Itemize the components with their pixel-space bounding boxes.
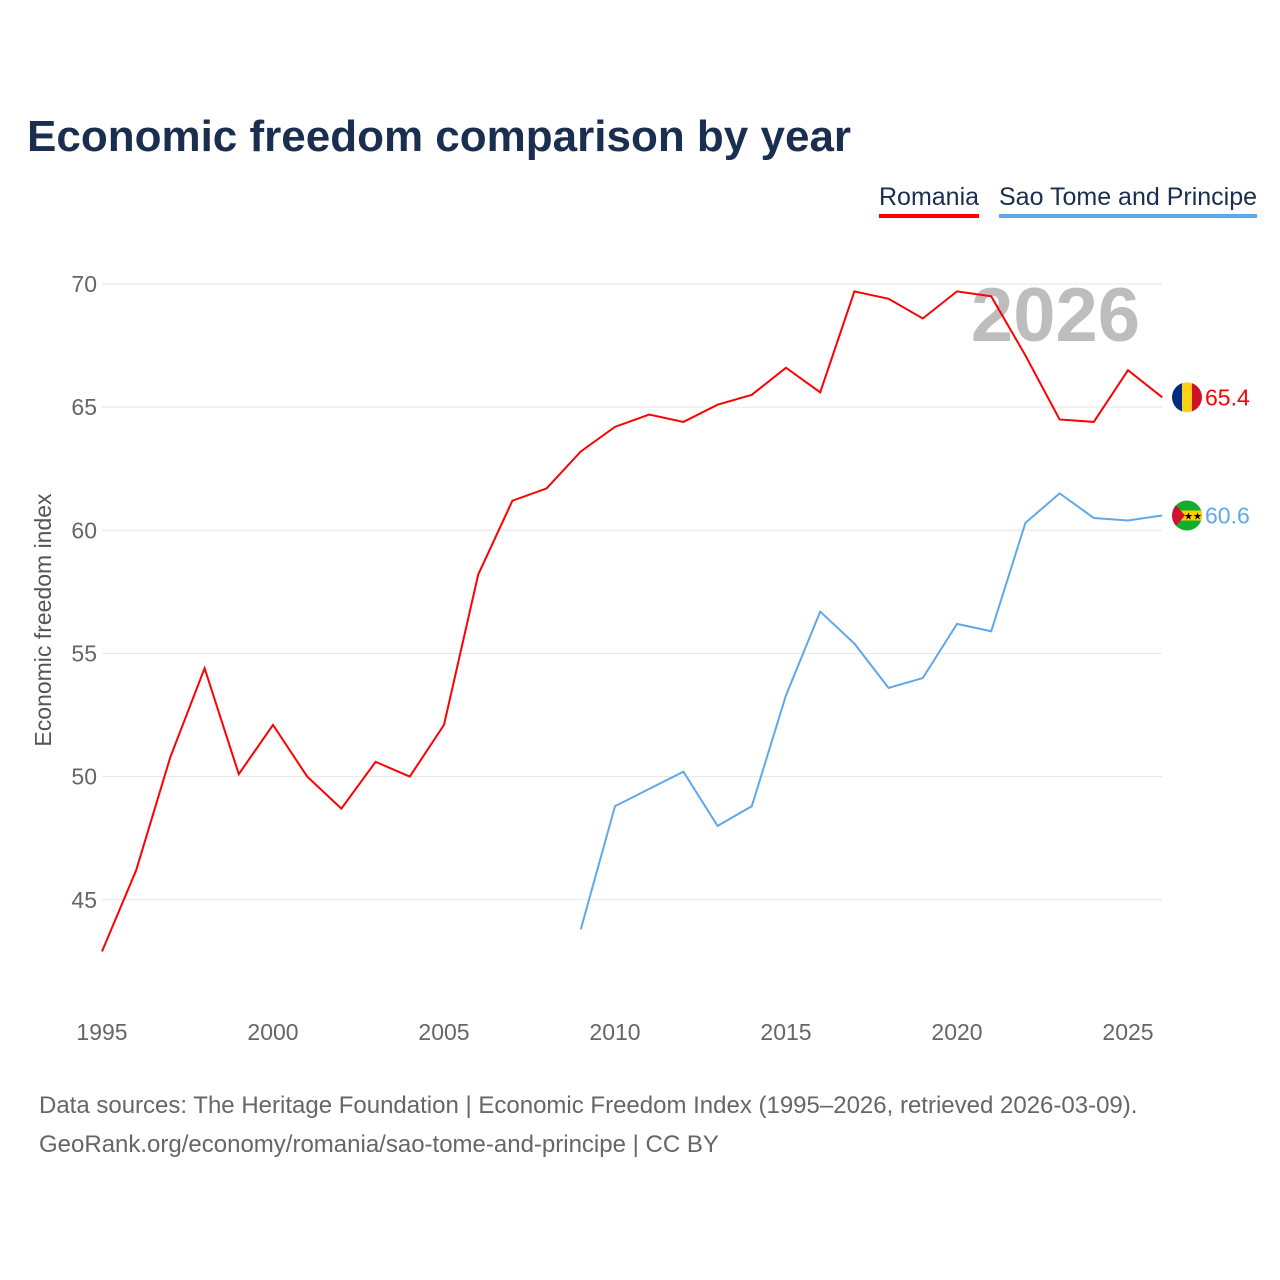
year-watermark: 2026 bbox=[971, 273, 1140, 358]
legend-sao-tome[interactable]: Sao Tome and Principe bbox=[999, 183, 1258, 218]
x-tick-label: 1995 bbox=[76, 1019, 127, 1045]
end-value-label: 60.6 bbox=[1205, 503, 1250, 529]
svg-text:★★: ★★ bbox=[1184, 512, 1202, 523]
x-tick-label: 2005 bbox=[418, 1019, 469, 1045]
attribution-link[interactable]: GeoRank.org/economy/romania/sao-tome-and… bbox=[39, 1131, 719, 1158]
x-tick-label: 2015 bbox=[760, 1019, 811, 1045]
y-tick-label: 70 bbox=[71, 271, 97, 297]
end-value-label: 65.4 bbox=[1205, 384, 1250, 410]
y-tick-label: 65 bbox=[71, 394, 97, 420]
series-line-0 bbox=[101, 290, 1163, 952]
footer: Data sources: The Heritage Foundation | … bbox=[39, 1086, 1137, 1164]
y-tick-label: 55 bbox=[71, 640, 97, 666]
y-tick-label: 60 bbox=[71, 517, 97, 543]
legend-romania[interactable]: Romania bbox=[879, 183, 980, 218]
x-tick-label: 2020 bbox=[931, 1019, 982, 1045]
series-line-1 bbox=[579, 492, 1163, 930]
sao-tome-flag-icon: ★★ bbox=[1172, 500, 1202, 531]
x-tick-label: 2010 bbox=[589, 1019, 640, 1045]
y-tick-label: 45 bbox=[71, 887, 97, 913]
romania-flag-icon bbox=[1172, 382, 1202, 413]
x-tick-label: 2025 bbox=[1102, 1019, 1153, 1045]
chart-title: Economic freedom comparison by year bbox=[27, 112, 852, 161]
y-tick-label: 50 bbox=[71, 764, 97, 790]
y-axis-label: Economic freedom index bbox=[30, 493, 56, 747]
source-text: Data sources: The Heritage Foundation | … bbox=[39, 1092, 1138, 1119]
x-tick-label: 2000 bbox=[247, 1019, 298, 1045]
